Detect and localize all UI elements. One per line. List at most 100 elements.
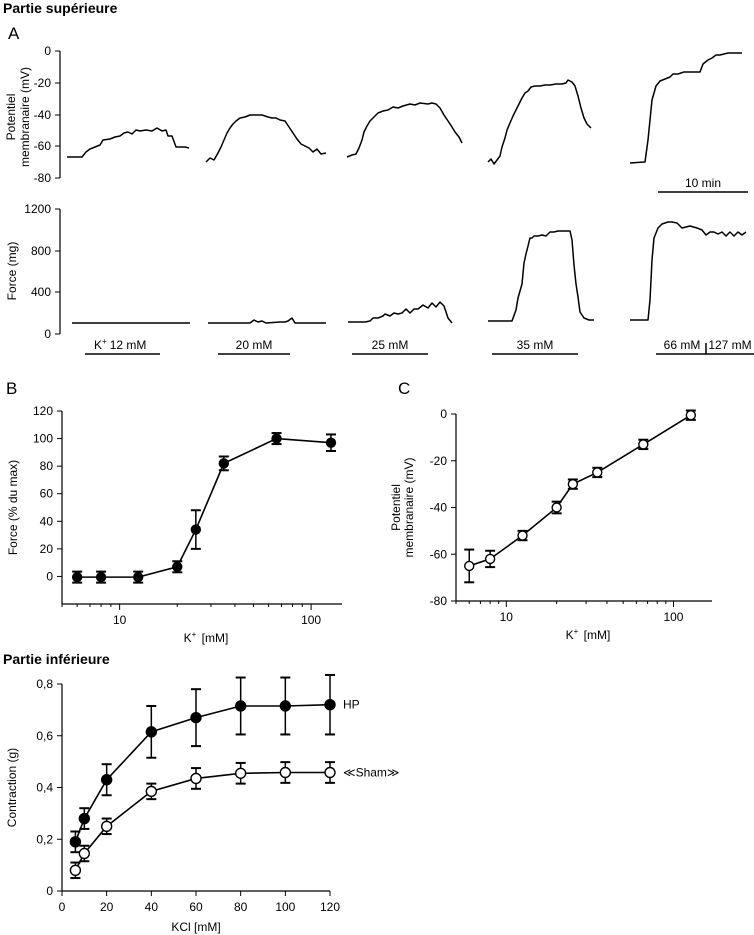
y-tick-label: 0 xyxy=(46,884,53,898)
data-point xyxy=(78,847,91,860)
chart-b: 0 20 40 60 80 100 120 10 100 K+ [mM] Force (% du m… xyxy=(6,404,342,645)
y-axis-label-line2: membranaire (mV) xyxy=(402,457,416,557)
x-tick-label: 120 xyxy=(320,900,340,914)
vm-tick-3: -60 xyxy=(34,139,52,153)
panel-label-c: C xyxy=(398,379,410,398)
vm-tick-4: -80 xyxy=(34,171,52,185)
x-tick-label: 40 xyxy=(145,900,159,914)
force-tick-2: 400 xyxy=(31,285,51,299)
y-tick-label: 60 xyxy=(40,487,54,501)
panel-a-vm-axis: Potentiel membranaire (mV) 0 -20 -40 -60… xyxy=(4,44,61,185)
force-ylabel: Force (mg) xyxy=(5,242,19,301)
x-axis-label: K+ [mM] xyxy=(184,630,229,645)
y-tick-label: 20 xyxy=(40,542,54,556)
x-axis-label: KCl [mM] xyxy=(171,920,220,934)
vm-trace-66-127mm xyxy=(629,52,742,164)
data-point xyxy=(95,571,107,583)
section-title-top: Partie supérieure xyxy=(3,0,118,16)
data-point xyxy=(69,836,82,848)
series-line-1 xyxy=(74,771,330,871)
data-point xyxy=(145,785,158,798)
force-trace-20mm xyxy=(208,317,326,324)
data-point xyxy=(234,767,247,779)
vm-trace-35mm xyxy=(487,79,592,165)
panel-a-force-traces xyxy=(72,221,747,324)
condition-35mm: 35 mM xyxy=(517,338,554,352)
data-point xyxy=(172,561,183,572)
x-tick-label: 60 xyxy=(189,900,203,914)
data-point xyxy=(279,700,292,712)
data-point xyxy=(69,864,82,876)
data-point xyxy=(592,467,603,478)
vm-ylabel-line1: Potentiel xyxy=(4,94,18,141)
vm-tick-0: 0 xyxy=(44,44,51,58)
time-scale-label: 10 min xyxy=(685,176,721,190)
condition-25mm: 25 mM xyxy=(372,338,409,352)
y-axis-label-line1: Potentiel xyxy=(389,484,403,531)
data-point xyxy=(484,553,496,565)
force-trace-66-127mm xyxy=(630,221,747,321)
y-axis-label: Contraction (g) xyxy=(5,748,19,827)
data-point xyxy=(190,524,202,535)
vm-trace-12mm xyxy=(67,127,190,158)
y-tick-label: 0,6 xyxy=(36,729,53,743)
y-tick-label: 80 xyxy=(40,459,54,473)
data-point xyxy=(78,812,91,825)
data-point xyxy=(100,820,113,833)
series-line xyxy=(468,414,692,567)
chart-c: 0 -20 -40 -60 -80 10 100 K+ [mM] Potentiel membra… xyxy=(389,407,712,642)
y-tick-label: 0,8 xyxy=(36,677,53,691)
force-tick-0: 1200 xyxy=(24,202,51,216)
data-point xyxy=(325,437,337,448)
data-point xyxy=(132,571,144,583)
panel-a-vm-traces xyxy=(67,52,742,165)
data-point xyxy=(685,409,697,421)
y-tick-label: 0,2 xyxy=(36,832,53,846)
x-tick-label: 10 xyxy=(113,613,127,627)
x-axis-label: K+ [mM] xyxy=(566,627,611,642)
x-tick-label: 100 xyxy=(275,900,295,914)
series-label-0: HP xyxy=(343,698,360,712)
condition-127mm: 127 mM xyxy=(708,338,751,352)
x-tick-label: 100 xyxy=(301,613,321,627)
vm-trace-25mm xyxy=(346,102,463,158)
x-tick-label: 100 xyxy=(663,610,683,624)
data-point xyxy=(324,766,336,779)
x-tick-label: 20 xyxy=(100,900,114,914)
y-axis-label: Force (% du max) xyxy=(6,460,20,555)
y-tick-label: -40 xyxy=(430,501,448,515)
data-point xyxy=(71,571,83,583)
condition-bars: K+ 12 mM 20 mM 25 mM 35 mM 66 mM 127 mM xyxy=(85,337,754,355)
data-point xyxy=(464,560,475,572)
y-tick-label: -20 xyxy=(430,454,448,468)
time-scale-bar: 10 min xyxy=(658,176,748,193)
y-tick-label: -60 xyxy=(430,547,448,561)
chart-contraction: 0 0,2 0,4 0,6 0,8 0 20 40 60 80 100 120 KCl [mM] Cont… xyxy=(5,673,399,934)
panel-label-a: A xyxy=(8,24,20,43)
data-point xyxy=(100,774,113,786)
force-trace-25mm xyxy=(348,301,453,324)
panel-a-force-axis: Force (mg) 1200 800 400 0 xyxy=(5,202,61,341)
y-tick-label: -80 xyxy=(430,594,448,608)
vm-ylabel-line2: membranaire (mV) xyxy=(18,67,32,167)
data-point xyxy=(234,700,247,712)
vm-trace-20mm xyxy=(205,114,327,163)
section-title-bottom: Partie inférieure xyxy=(3,651,110,667)
y-tick-label: 0,4 xyxy=(36,781,53,795)
x-tick-label: 10 xyxy=(500,610,514,624)
vm-tick-1: -20 xyxy=(34,76,52,90)
data-point xyxy=(638,439,649,450)
data-point xyxy=(271,433,282,444)
condition-66mm: 66 mM xyxy=(664,338,701,352)
force-tick-1: 800 xyxy=(31,244,51,258)
x-tick-label: 80 xyxy=(234,900,248,914)
k-label: K+ 12 mM xyxy=(94,337,146,352)
data-point xyxy=(279,766,292,779)
vm-tick-2: -40 xyxy=(34,108,52,122)
y-tick-label: 0 xyxy=(440,407,447,421)
data-point xyxy=(190,772,202,785)
y-tick-label: 120 xyxy=(33,404,53,418)
data-point xyxy=(517,530,528,541)
force-tick-3: 0 xyxy=(44,327,51,341)
